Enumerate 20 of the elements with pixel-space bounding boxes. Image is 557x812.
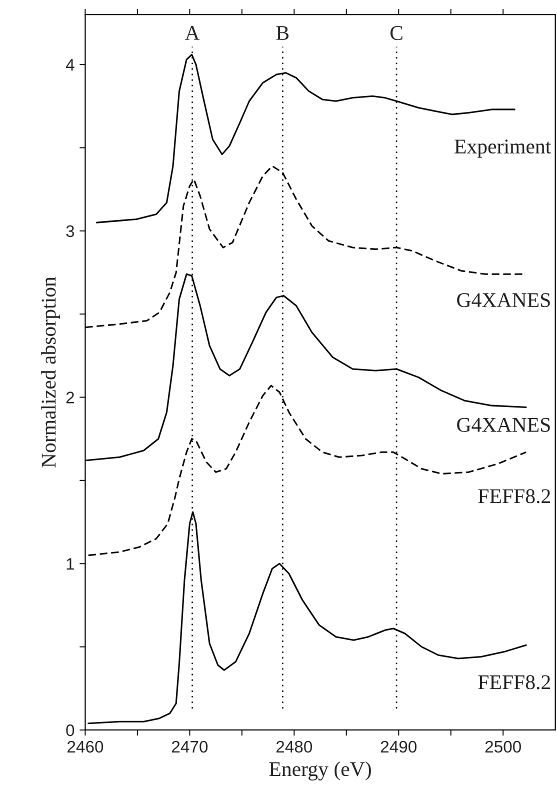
x-axis-title: Energy (eV) — [269, 761, 371, 780]
x-tick-label: 2480 — [276, 740, 312, 753]
series-label: FEFF8.2 — [478, 489, 550, 504]
x-tick-label: 2460 — [68, 740, 104, 753]
series-label: FEFF8.2 — [478, 675, 550, 690]
series-label: G4XANES — [457, 293, 550, 308]
y-tick-label: 1 — [66, 558, 74, 570]
series-label: G4XANES — [457, 418, 550, 432]
x-tick-label: 2470 — [172, 740, 208, 753]
x-tick-label: 2500 — [485, 740, 521, 753]
ref-line-label: C — [390, 26, 402, 40]
ref-line-label: B — [276, 26, 289, 40]
y-tick-label: 2 — [66, 392, 74, 404]
y-tick-label: 4 — [66, 59, 74, 71]
y-tick-label: 3 — [66, 225, 74, 238]
x-tick-label: 2490 — [380, 740, 417, 753]
series-label: Experiment — [454, 140, 552, 158]
y-tick-label: 0 — [66, 724, 74, 736]
y-axis-title: Normalized absorption — [41, 276, 60, 468]
ref-line-label: A — [184, 26, 200, 40]
